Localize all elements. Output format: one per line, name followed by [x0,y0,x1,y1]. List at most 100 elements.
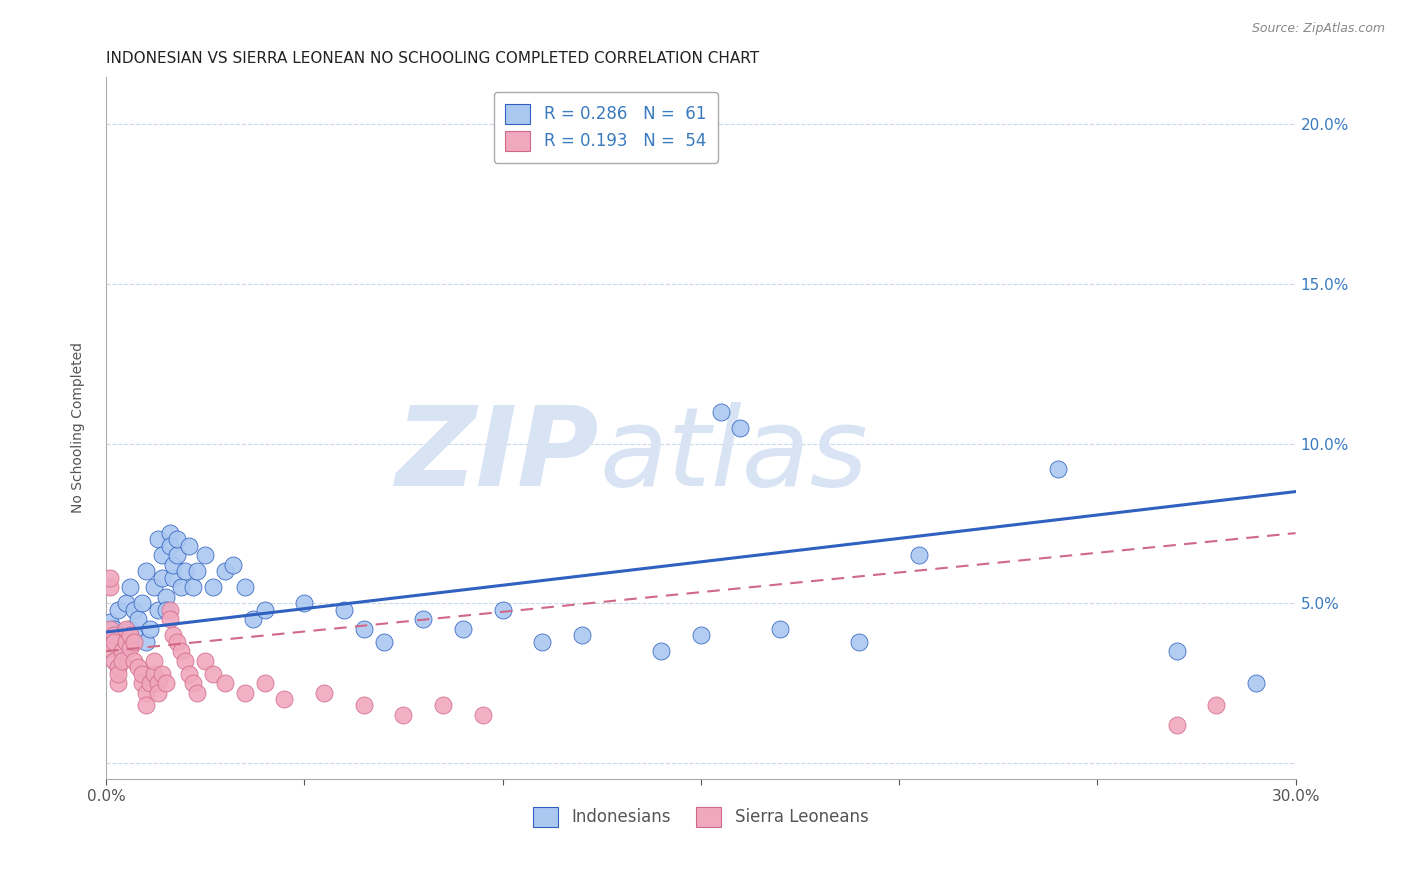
Point [159,603,181,617]
Point [135,686,157,700]
Point [98,615,121,630]
Point [98,580,121,594]
Point [146,603,169,617]
Point [127,660,149,674]
Point [242,612,264,626]
Point [122,634,145,648]
Legend: Indonesians, Sierra Leoneans: Indonesians, Sierra Leoneans [527,800,875,834]
Point [122,628,145,642]
Point [122,654,145,668]
Point [166,549,188,563]
Point [1244,676,1267,690]
Point [127,612,149,626]
Point [103,622,125,636]
Point [174,565,197,579]
Point [142,666,165,681]
Point [162,628,184,642]
Point [138,622,160,636]
Point [135,698,157,713]
Point [202,580,225,594]
Point [170,580,193,594]
Point [253,676,276,690]
Point [1205,698,1227,713]
Point [181,676,204,690]
Point [166,533,188,547]
Point [94,634,117,648]
Point [107,660,129,674]
Point [131,596,153,610]
Point [170,644,193,658]
Point [98,640,121,655]
Point [412,612,434,626]
Point [1046,462,1069,476]
Point [98,571,121,585]
Point [1166,644,1188,658]
Text: atlas: atlas [600,402,869,509]
Point [571,628,593,642]
Point [111,628,134,642]
Point [491,603,513,617]
Point [253,603,276,617]
Point [155,603,177,617]
Point [115,622,138,636]
Point [135,634,157,648]
Point [174,654,197,668]
Point [179,539,201,553]
Point [146,676,169,690]
Point [146,686,169,700]
Point [214,565,236,579]
Point [689,628,711,642]
Point [150,571,173,585]
Point [107,666,129,681]
Point [159,539,181,553]
Point [159,612,181,626]
Point [103,654,125,668]
Text: INDONESIAN VS SIERRA LEONEAN NO SCHOOLING COMPLETED CORRELATION CHART: INDONESIAN VS SIERRA LEONEAN NO SCHOOLIN… [105,51,759,66]
Point [194,549,217,563]
Y-axis label: No Schooling Completed: No Schooling Completed [72,343,86,513]
Point [432,698,454,713]
Point [392,708,415,723]
Point [531,634,554,648]
Point [186,565,208,579]
Point [353,698,375,713]
Point [107,640,129,655]
Point [166,634,188,648]
Point [115,596,138,610]
Point [118,622,141,636]
Point [181,580,204,594]
Point [115,634,138,648]
Point [103,628,125,642]
Text: Source: ZipAtlas.com: Source: ZipAtlas.com [1251,22,1385,36]
Point [146,533,169,547]
Point [710,405,733,419]
Point [451,622,474,636]
Point [98,622,121,636]
Point [333,603,356,617]
Point [353,622,375,636]
Point [162,558,184,572]
Point [142,654,165,668]
Point [155,590,177,604]
Point [135,565,157,579]
Point [138,676,160,690]
Point [103,634,125,648]
Point [471,708,494,723]
Point [111,644,134,658]
Point [848,634,870,648]
Point [118,640,141,655]
Point [150,549,173,563]
Text: ZIP: ZIP [396,402,600,509]
Point [373,634,395,648]
Point [314,686,336,700]
Point [650,644,672,658]
Point [94,628,117,642]
Point [202,666,225,681]
Point [179,666,201,681]
Point [131,666,153,681]
Point [162,571,184,585]
Point [150,666,173,681]
Point [273,692,295,706]
Point [118,580,141,594]
Point [233,686,256,700]
